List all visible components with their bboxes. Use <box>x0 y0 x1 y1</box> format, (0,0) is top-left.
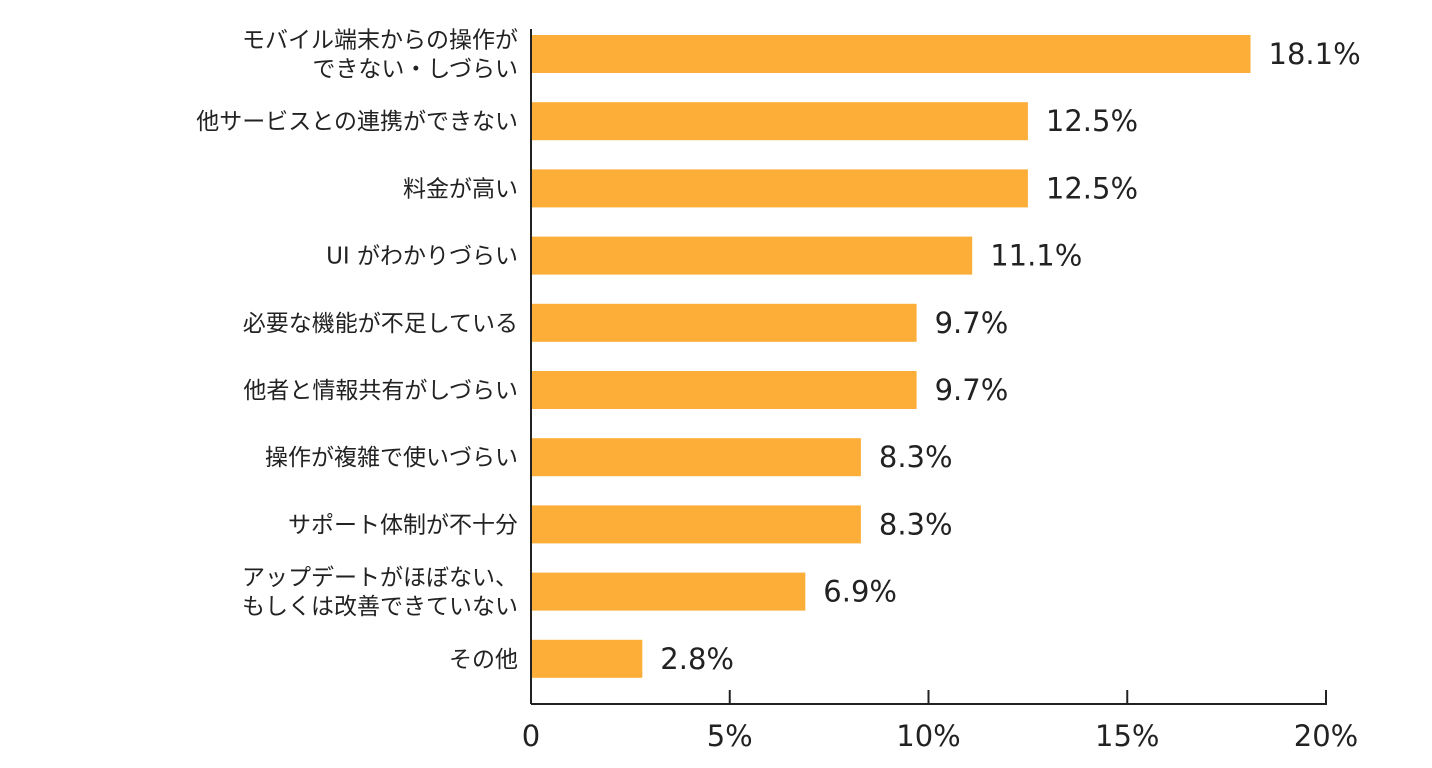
bar <box>531 303 917 342</box>
bar <box>531 438 861 477</box>
x-tick-label: 15% <box>1095 719 1159 753</box>
x-tick-label: 0 <box>522 719 540 753</box>
bar <box>531 371 917 409</box>
category-label: その他 <box>449 647 518 673</box>
category-label: アップデートがほぼない、 <box>242 565 518 591</box>
category-label: UI がわかりづらい <box>326 244 518 270</box>
category-label: できない・しづらい <box>312 57 518 83</box>
bar-value-label: 12.5% <box>1046 104 1138 138</box>
bar-value-label: 8.3% <box>879 440 953 474</box>
bar-value-label: 8.3% <box>879 507 953 541</box>
category-label: 他サービスとの連携ができない <box>196 109 518 135</box>
category-label: モバイル端末からの操作が <box>242 28 518 54</box>
x-tick-label: 5% <box>707 719 753 753</box>
category-label: 操作が複雑で使いづらい <box>265 445 518 471</box>
category-label: 料金が高い <box>403 176 518 202</box>
bar-value-label: 12.5% <box>1046 171 1138 205</box>
x-tick-label: 20% <box>1294 719 1358 753</box>
category-label: サポート体制が不十分 <box>288 512 518 538</box>
x-tick-label: 10% <box>896 719 960 753</box>
bar-value-label: 9.7% <box>935 373 1009 407</box>
bar <box>531 236 973 275</box>
bar-value-label: 2.8% <box>660 642 734 676</box>
bar <box>531 505 861 544</box>
bar <box>531 639 643 678</box>
category-label: 他者と情報共有がしづらい <box>243 378 518 404</box>
bar-value-label: 18.1% <box>1269 37 1361 71</box>
bar-value-label: 9.7% <box>935 306 1009 340</box>
bar <box>531 35 1251 73</box>
category-label: 必要な機能が不足している <box>243 311 518 337</box>
category-label: もしくは改善できていない <box>242 594 518 620</box>
bar-value-label: 11.1% <box>990 239 1082 273</box>
bar <box>531 102 1028 141</box>
bar-value-label: 6.9% <box>823 575 897 609</box>
bar <box>531 572 806 611</box>
bar <box>531 169 1028 208</box>
